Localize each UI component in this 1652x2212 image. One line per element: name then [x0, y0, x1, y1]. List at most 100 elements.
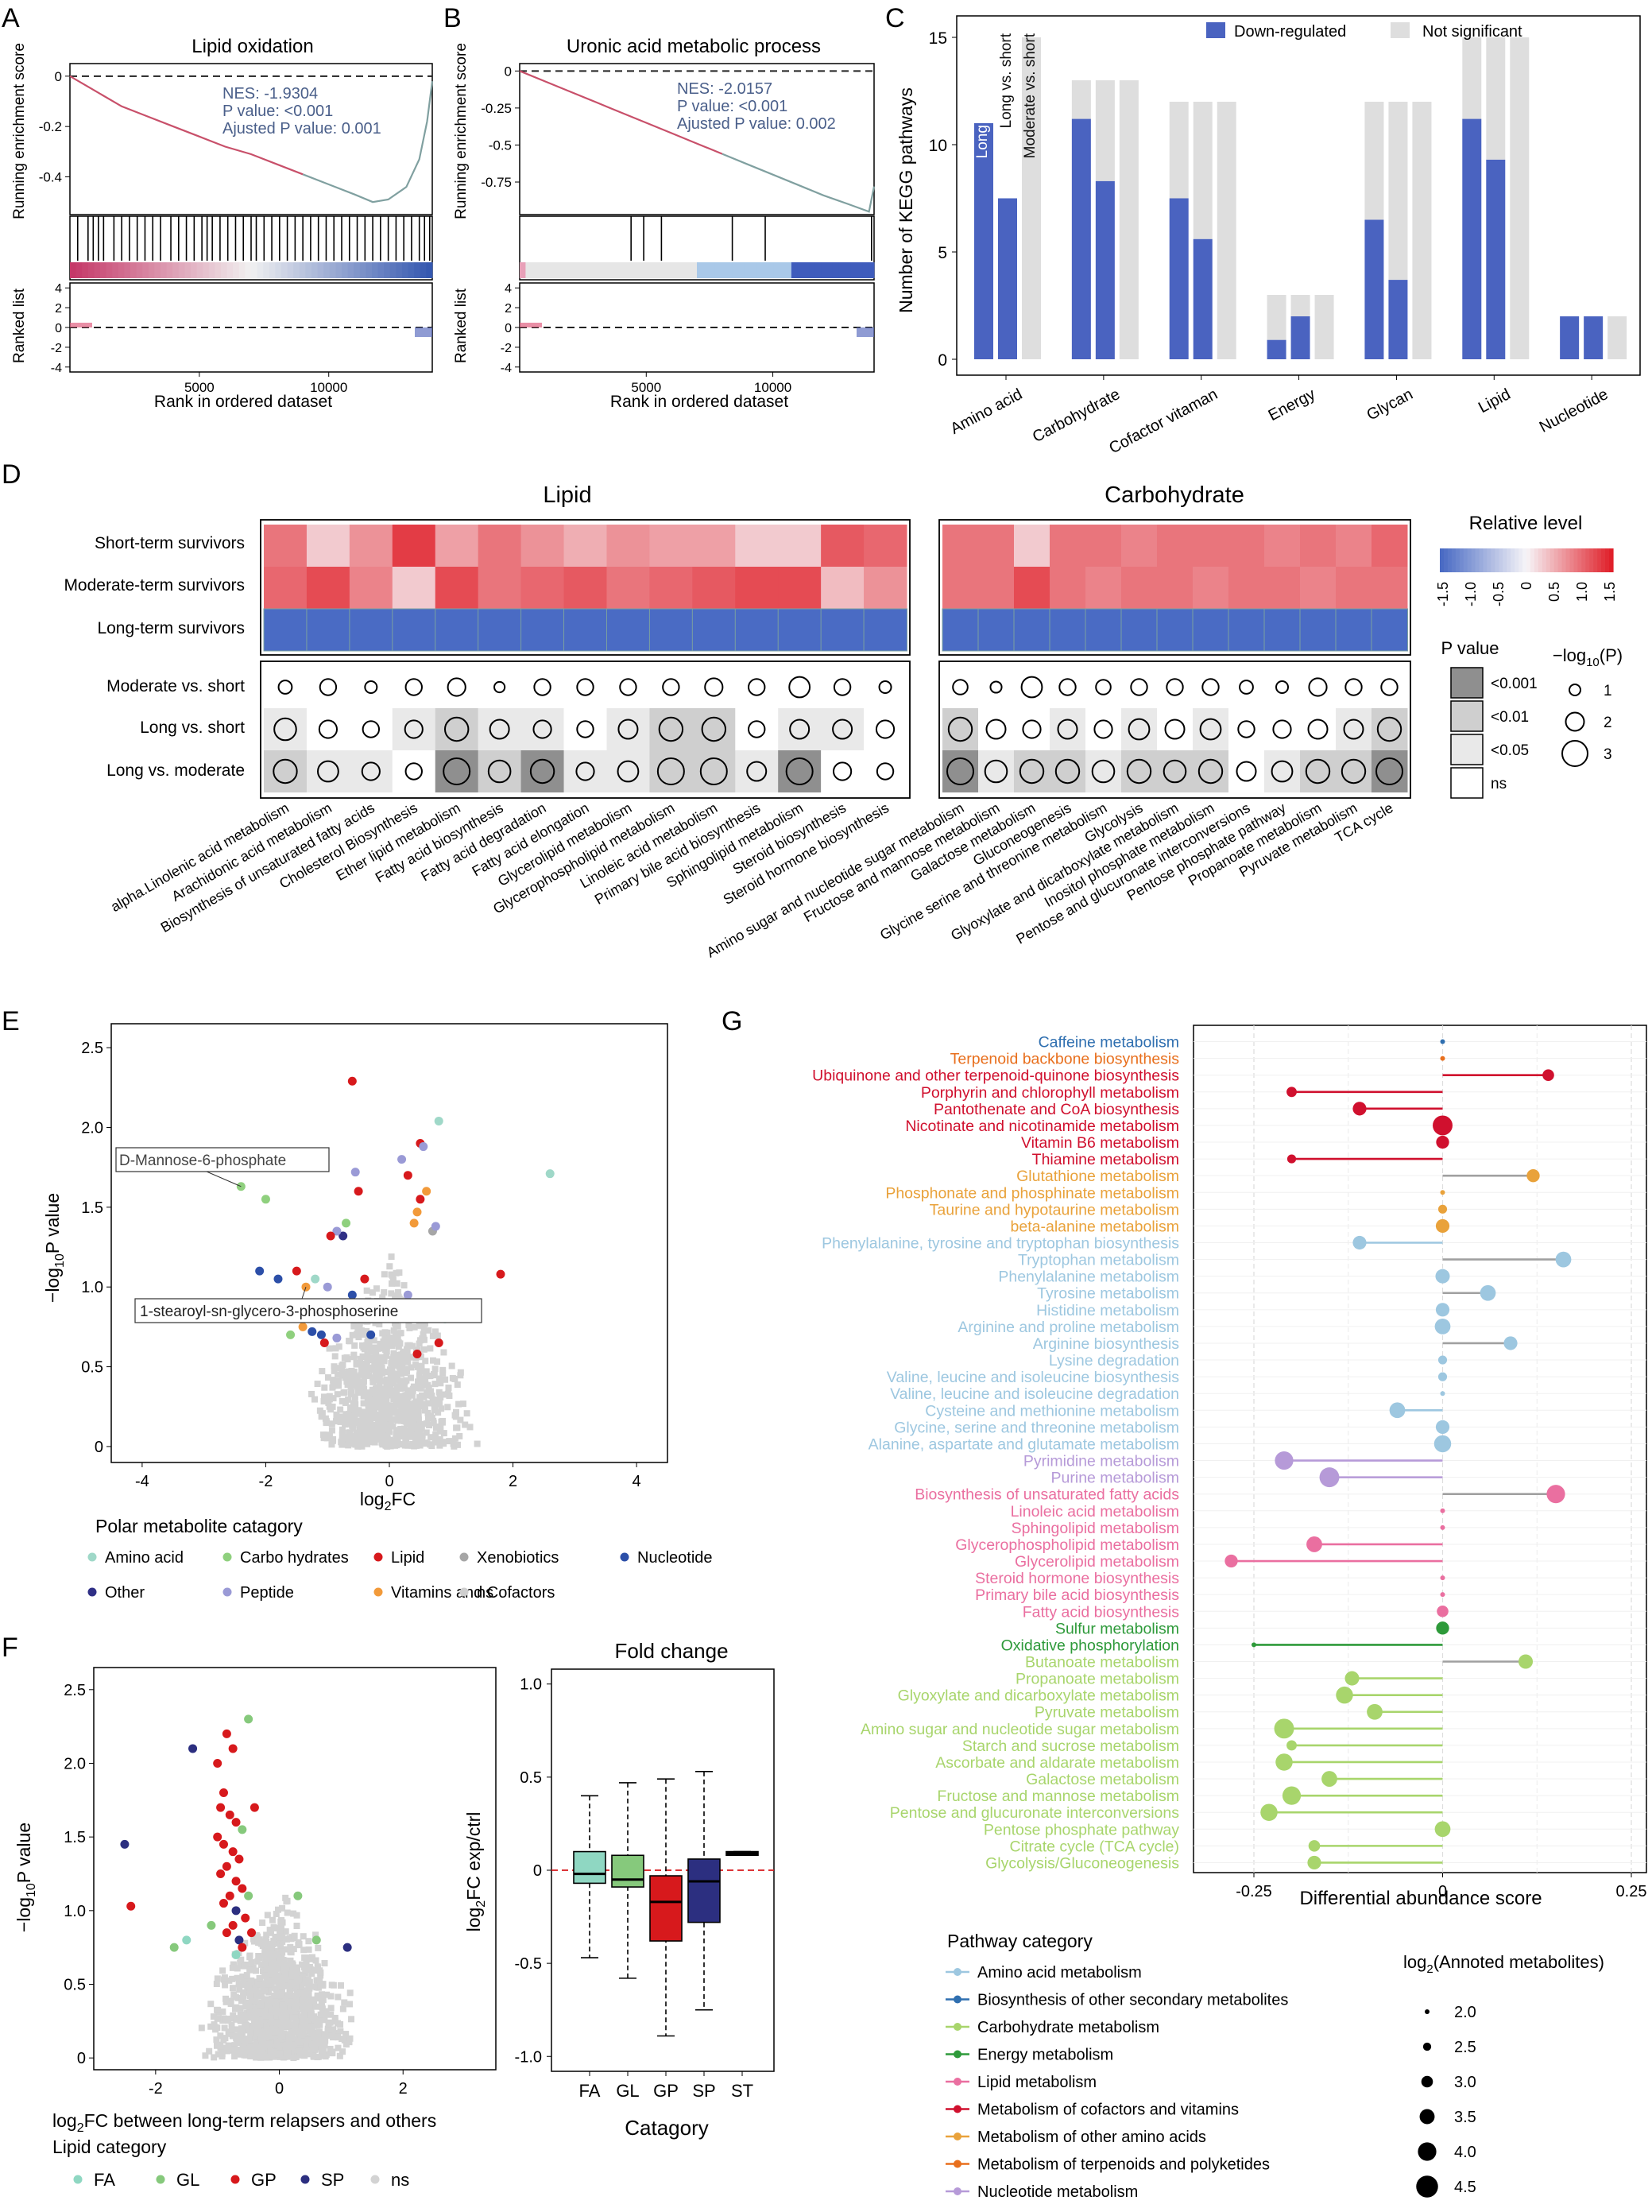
heatmap-row-labels: Short-term survivors Moderate-term survi…	[64, 534, 245, 780]
ns-point	[342, 2031, 350, 2038]
significance-circle	[619, 678, 637, 696]
ns-point	[340, 1435, 347, 1442]
ns-point	[314, 1381, 321, 1388]
ns-point	[318, 1413, 325, 1420]
lollipop-head	[1336, 1686, 1353, 1704]
significance-circle	[1163, 759, 1187, 784]
lollipop-head	[1440, 1391, 1445, 1397]
bar-not-significant	[1510, 37, 1530, 359]
y-tick-label: 2.5	[81, 1040, 103, 1057]
rank-gradient-cell	[203, 262, 210, 278]
legend-label: Energy metabolism	[977, 2047, 1113, 2064]
ns-point	[345, 1396, 352, 1403]
ns-point	[345, 1436, 352, 1443]
ns-point	[346, 2001, 353, 2008]
rank-gradient-cell	[531, 262, 538, 278]
rank-gradient-cell	[826, 262, 834, 278]
ns-point	[296, 2051, 304, 2059]
pvalue-cell	[735, 666, 779, 708]
ns-point	[291, 2005, 298, 2012]
ns-point	[431, 1407, 439, 1414]
pvalue-legend-label: ns	[1491, 776, 1507, 792]
legend-label: ns	[391, 2170, 409, 2190]
ns-point	[353, 1361, 360, 1368]
colorbar-cell	[1553, 548, 1559, 572]
heatmap-cell	[349, 608, 393, 652]
ns-point	[369, 1289, 376, 1296]
lipid-point	[228, 1744, 238, 1753]
ns-point	[307, 1966, 314, 1973]
ns-point	[300, 1947, 308, 1954]
ns-point	[384, 1407, 391, 1414]
ns-point	[374, 1370, 381, 1377]
heatmap-cell	[563, 608, 608, 652]
pvalue-cell	[1264, 666, 1301, 708]
ns-point	[436, 1442, 443, 1449]
pathway-label: Butanoate metabolism	[1025, 1654, 1179, 1672]
ns-point	[435, 1375, 443, 1382]
significance-circle	[1341, 758, 1367, 784]
ns-point	[241, 1962, 248, 1970]
rank-gradient-cell	[714, 262, 722, 278]
colorbar-cell	[1609, 548, 1614, 572]
size-legend-circle	[1561, 740, 1588, 767]
ns-point	[388, 1290, 395, 1297]
ns-point	[264, 1912, 271, 1919]
rank-gradient-cell	[311, 262, 319, 278]
pvalue-cell	[1264, 708, 1301, 750]
size-legend-label: 3	[1604, 746, 1612, 763]
ns-point	[326, 1393, 333, 1400]
lollipop-head	[1260, 1803, 1278, 1821]
lollipop-head	[1542, 1069, 1554, 1081]
ns-point	[420, 1336, 428, 1343]
legend-label: Carbo hydrates	[240, 1549, 349, 1567]
ns-point	[334, 2020, 341, 2027]
rank-tick-label: -2	[501, 342, 512, 355]
ns-point	[283, 2013, 290, 2020]
colorbar-cell	[1542, 548, 1547, 572]
pathway-label: Amino sugar and nucleotide sugar metabol…	[861, 1721, 1179, 1738]
legend-dot	[87, 1552, 97, 1562]
pvalue-cell	[606, 708, 650, 750]
rank-gradient-cell	[118, 262, 125, 278]
ns-point	[242, 1939, 249, 1947]
ns-point	[397, 1385, 404, 1392]
rank-gradient-cell	[862, 262, 869, 278]
ns-point	[287, 2008, 294, 2015]
pathway-label: Biosynthesis of unsaturated fatty acids	[915, 1486, 1179, 1504]
ns-point	[294, 1964, 301, 1971]
ns-point	[329, 2048, 336, 2055]
colorbar-cell	[1447, 548, 1453, 572]
significance-circle	[576, 720, 594, 738]
heatmap-cell	[778, 567, 822, 609]
pvalue-cell	[1193, 666, 1229, 708]
colorbar-cell	[1440, 548, 1445, 572]
significance-circle	[1271, 760, 1294, 783]
rank-gradient-cell	[732, 262, 739, 278]
pvalue-cell	[606, 750, 650, 792]
rank-gradient-cell	[673, 262, 680, 278]
lipid-point	[207, 1920, 216, 1930]
ns-point	[247, 2030, 254, 2037]
metabolite-point	[273, 1274, 283, 1284]
ns-point	[429, 1397, 436, 1404]
significance-circle	[748, 720, 766, 738]
colorbar-cell	[1495, 548, 1499, 572]
size-legend-label: 4.5	[1454, 2179, 1476, 2196]
ns-point	[394, 1393, 401, 1400]
ns-point	[373, 1285, 380, 1292]
pvalue-cell	[392, 666, 436, 708]
heatmap-cell	[1228, 525, 1265, 567]
colorbar-cell	[1601, 548, 1606, 572]
ns-point	[425, 1400, 432, 1407]
significance-circle	[404, 719, 424, 739]
ns-point	[474, 1440, 481, 1447]
ns-point	[401, 1412, 408, 1420]
ns-point	[280, 2009, 287, 2016]
size-legend-dot	[1416, 2175, 1438, 2198]
ns-point	[387, 1335, 394, 1342]
ns-point	[276, 1979, 283, 1986]
ns-point	[266, 1970, 273, 1978]
ns-point	[342, 1399, 349, 1406]
ns-point	[271, 2007, 278, 2014]
